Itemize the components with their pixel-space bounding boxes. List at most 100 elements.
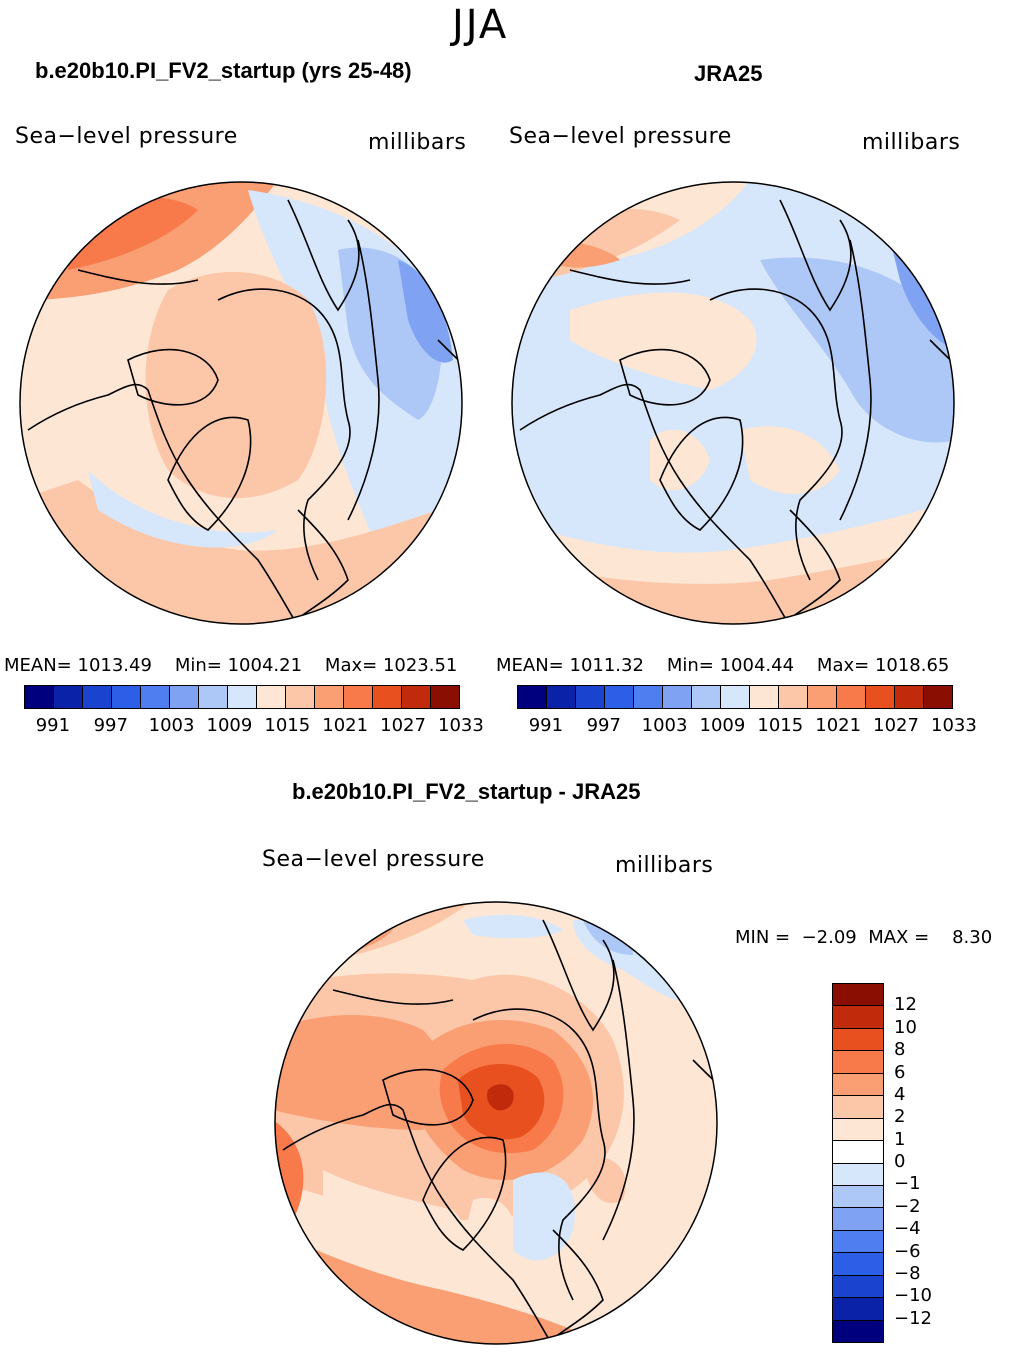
colorbar-swatch (315, 686, 344, 708)
diff-title: b.e20b10.PI_FV2_startup - JRA25 (292, 779, 641, 804)
colorbar-swatch (199, 686, 228, 708)
colorbar-swatch (402, 686, 431, 708)
colorbar-swatch (286, 686, 315, 708)
colorbar-label: 1033 (438, 715, 484, 736)
colorbar-label: 997 (93, 715, 128, 736)
diff-variable: Sea−level pressure (262, 847, 485, 872)
colorbar-label: 1027 (873, 715, 919, 736)
colorbar-label: −2 (894, 1195, 921, 1217)
colorbar-swatch (605, 686, 634, 708)
colorbar-label: −6 (894, 1240, 921, 1262)
panel1-min: 1004.21 (227, 655, 303, 676)
colorbar-label: 1015 (757, 715, 804, 736)
colorbar-label: −1 (894, 1173, 921, 1195)
panel1-max: 1023.51 (382, 655, 458, 676)
colorbar-swatch (833, 1163, 883, 1186)
diff-colorbar (832, 983, 884, 1343)
colorbar-swatch (866, 686, 895, 708)
diff-map (273, 900, 719, 1346)
diff-min-label: MIN = (735, 927, 791, 948)
colorbar-swatch (833, 1230, 883, 1254)
diff-max-label: MAX = (868, 927, 930, 948)
colorbar-label: 10 (894, 1016, 917, 1038)
colorbar-label: 4 (894, 1083, 906, 1105)
panel2-min-label: Min= (666, 655, 714, 676)
diff-min: −2.09 (801, 927, 857, 948)
diff-max: 8.30 (952, 927, 993, 948)
colorbar-swatch (833, 1253, 883, 1276)
panel2-stats: MEAN= 1011.32 Min= 1004.44 Max= 1018.65 (496, 655, 949, 676)
colorbar-swatch (833, 984, 883, 1007)
colorbar-label: 1009 (699, 715, 746, 736)
panel1-mean: 1013.49 (77, 655, 152, 676)
panel1-map (18, 180, 464, 626)
colorbar-swatch (779, 686, 808, 708)
panel1-stats: MEAN= 1013.49 Min= 1004.21 Max= 1023.51 (4, 655, 457, 676)
panel2-max-label: Max= (816, 655, 870, 676)
colorbar-label: −10 (894, 1285, 932, 1307)
colorbar-swatch (721, 686, 750, 708)
panel2-title: JRA25 (694, 61, 763, 86)
colorbar-swatch (833, 1275, 883, 1299)
panel2-min: 1004.44 (719, 655, 795, 676)
season-title: JJA (452, 2, 509, 48)
panel1-min-label: Min= (174, 655, 222, 676)
colorbar-swatch (344, 686, 373, 708)
colorbar-swatch (808, 686, 837, 708)
colorbar-label: 1 (894, 1128, 906, 1150)
colorbar-label: 1021 (322, 715, 369, 736)
panel2-variable: Sea−level pressure (509, 124, 732, 149)
colorbar-swatch (170, 686, 199, 708)
colorbar-swatch (833, 1320, 883, 1342)
colorbar-swatch (924, 686, 952, 708)
colorbar-label: 1003 (148, 715, 195, 736)
colorbar-swatch (576, 686, 605, 708)
panel2-mean: 1011.32 (569, 655, 644, 676)
panel2-units: millibars (862, 130, 961, 155)
colorbar-swatch (833, 1118, 883, 1142)
colorbar-swatch (692, 686, 721, 708)
panel2-colorbar (517, 685, 953, 709)
colorbar-swatch (833, 1073, 883, 1097)
colorbar-swatch (228, 686, 257, 708)
diff-minmax: MIN = −2.09 MAX = 8.30 (735, 927, 992, 948)
panel1-colorbar (24, 685, 460, 709)
colorbar-swatch (833, 1208, 883, 1231)
colorbar-label: 1015 (264, 715, 311, 736)
colorbar-label: 1003 (641, 715, 688, 736)
panel1-title: b.e20b10.PI_FV2_startup (yrs 25-48) (35, 58, 412, 83)
colorbar-label: 991 (35, 715, 71, 736)
colorbar-swatch (833, 1006, 883, 1029)
colorbar-label: 1033 (931, 715, 977, 736)
panel2-max: 1018.65 (874, 655, 950, 676)
colorbar-label: 1027 (380, 715, 426, 736)
colorbar-label: −4 (894, 1218, 921, 1240)
colorbar-label: 997 (586, 715, 621, 736)
panel1-variable: Sea−level pressure (15, 124, 238, 149)
colorbar-swatch (83, 686, 112, 708)
colorbar-label: 0 (894, 1151, 906, 1172)
colorbar-swatch (833, 1051, 883, 1074)
colorbar-swatch (837, 686, 866, 708)
colorbar-label: 6 (894, 1061, 906, 1083)
panel1-mean-label: MEAN= (4, 655, 72, 676)
colorbar-label: 991 (528, 715, 564, 736)
colorbar-swatch (54, 686, 83, 708)
colorbar-label: −8 (894, 1262, 921, 1284)
colorbar-label: 1009 (206, 715, 253, 736)
colorbar-swatch (750, 686, 779, 708)
colorbar-label: 8 (894, 1039, 906, 1061)
colorbar-swatch (518, 686, 547, 708)
colorbar-swatch (634, 686, 663, 708)
colorbar-label: 2 (894, 1106, 906, 1128)
colorbar-swatch (833, 1141, 883, 1164)
colorbar-swatch (833, 1185, 883, 1209)
colorbar-label: −12 (894, 1307, 932, 1329)
panel2-mean-label: MEAN= (496, 655, 564, 676)
panel1-max-label: Max= (324, 655, 378, 676)
colorbar-swatch (663, 686, 692, 708)
colorbar-swatch (373, 686, 402, 708)
colorbar-swatch (141, 686, 170, 708)
colorbar-swatch (431, 686, 459, 708)
colorbar-swatch (833, 1096, 883, 1119)
